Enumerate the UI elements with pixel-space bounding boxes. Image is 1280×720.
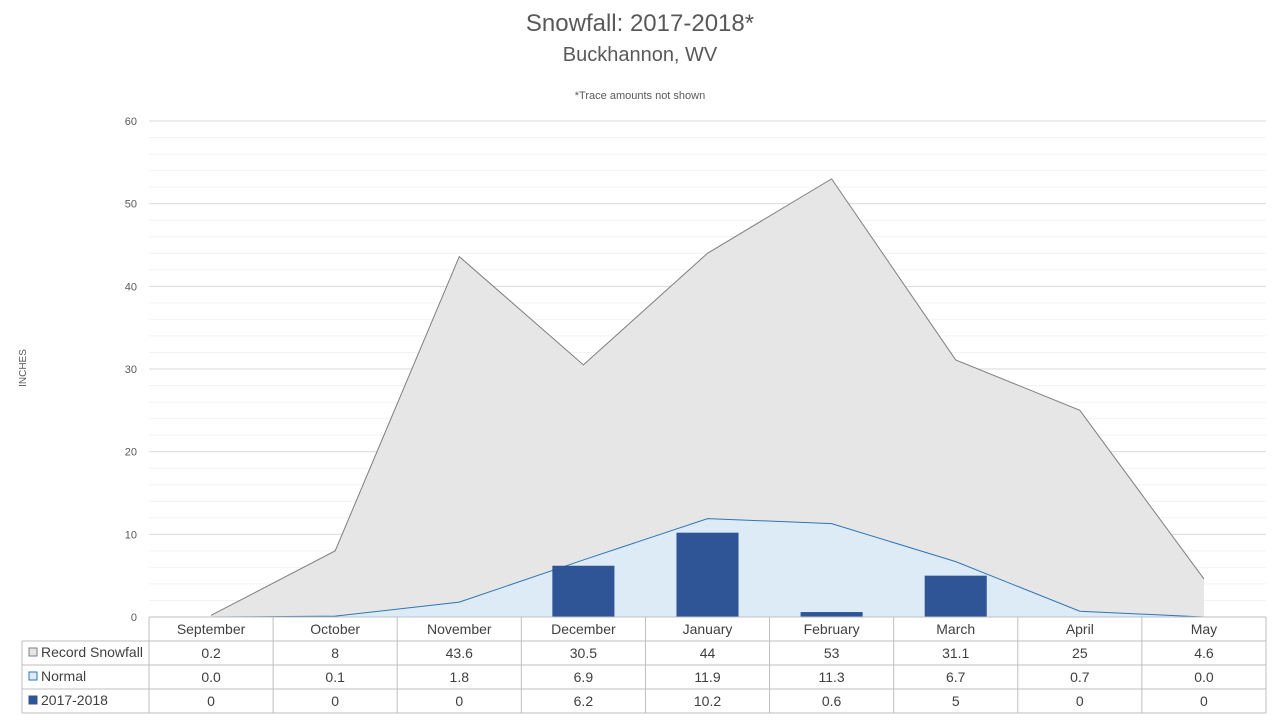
- y-tick-label: 50: [125, 199, 137, 211]
- data-label: 30.5: [570, 645, 597, 661]
- x-tick-label: October: [310, 621, 360, 637]
- data-label: 11.9: [694, 669, 720, 685]
- y-tick-label: 0: [131, 612, 137, 624]
- x-tick-label: February: [804, 621, 860, 637]
- data-label: 4.6: [1194, 645, 1214, 661]
- data-label: 31.1: [942, 645, 969, 661]
- y-tick-label: 20: [125, 447, 137, 459]
- data-label: 0.0: [1194, 669, 1214, 685]
- legend-label: 2017-2018: [41, 692, 108, 708]
- data-label: 53: [824, 645, 840, 661]
- data-label: 10.2: [694, 693, 721, 709]
- data-label: 8: [331, 645, 339, 661]
- x-tick-label: September: [177, 621, 246, 637]
- legend-key: [28, 695, 38, 705]
- data-label: 44: [700, 645, 716, 661]
- x-tick-label: May: [1191, 621, 1217, 637]
- legend-key: [28, 671, 38, 681]
- data-label: 6.2: [574, 693, 594, 709]
- data-label: 0.7: [1070, 669, 1090, 685]
- data-label: 0.1: [325, 669, 345, 685]
- data-label: 0: [331, 693, 339, 709]
- data-label: 0.6: [822, 693, 842, 709]
- data-label: 0: [455, 693, 463, 709]
- data-label: 0: [1200, 693, 1208, 709]
- legend-key: [28, 647, 38, 657]
- data-label: 0: [1076, 693, 1084, 709]
- data-label: 1.8: [450, 669, 470, 685]
- x-tick-label: December: [551, 621, 616, 637]
- data-label: 11.3: [819, 669, 845, 685]
- area-0: [211, 178, 1204, 617]
- x-tick-label: April: [1066, 621, 1094, 637]
- y-tick-label: 40: [125, 281, 137, 293]
- data-label: 25: [1072, 645, 1088, 661]
- y-tick-label: 10: [125, 529, 137, 541]
- bar-january: [676, 532, 739, 617]
- chart-note: *Trace amounts not shown: [574, 90, 706, 102]
- x-tick-label: November: [427, 621, 492, 637]
- bar-march: [924, 575, 987, 617]
- data-label: 6.7: [946, 669, 966, 685]
- data-label: 5: [952, 693, 960, 709]
- x-tick-label: March: [936, 621, 975, 637]
- data-label: 0: [207, 693, 215, 709]
- data-label: 6.9: [574, 669, 594, 685]
- bar-december: [552, 565, 615, 617]
- y-tick-label: 30: [125, 364, 137, 376]
- legend-label: Record Snowfall: [41, 644, 143, 660]
- chart-title: Snowfall: 2017-2018*: [525, 10, 755, 37]
- chart-subtitle: Buckhannon, WV: [562, 44, 718, 66]
- y-tick-label: 60: [125, 116, 137, 128]
- data-label: 0.2: [201, 645, 221, 661]
- legend-label: Normal: [41, 668, 86, 684]
- data-label: 0.0: [201, 669, 221, 685]
- data-label: 43.6: [446, 645, 473, 661]
- x-tick-label: January: [683, 621, 733, 637]
- bar-february: [800, 612, 863, 617]
